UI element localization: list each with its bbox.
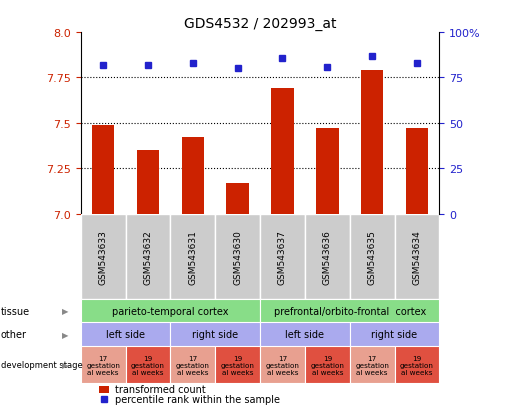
Text: GSM543630: GSM543630 [233, 229, 242, 284]
Text: 17
gestation
al weeks: 17 gestation al weeks [266, 355, 299, 375]
Text: prefrontal/orbito-frontal  cortex: prefrontal/orbito-frontal cortex [274, 306, 426, 316]
Bar [215, 347, 260, 383]
Bar [260, 214, 305, 299]
Bar [305, 214, 350, 299]
Text: GSM543631: GSM543631 [188, 229, 197, 284]
Bar [316, 129, 338, 214]
Text: 19
gestation
al weeks: 19 gestation al weeks [400, 355, 434, 375]
Text: development stage: development stage [1, 361, 82, 369]
Bar [394, 347, 439, 383]
Bar [361, 71, 383, 214]
Text: right side: right side [192, 330, 238, 339]
Text: 17
gestation
al weeks: 17 gestation al weeks [86, 355, 120, 375]
Title: GDS4532 / 202993_at: GDS4532 / 202993_at [184, 17, 336, 31]
Bar [394, 214, 439, 299]
Text: other: other [1, 330, 26, 339]
Bar [350, 323, 439, 347]
Text: ▶: ▶ [62, 361, 68, 369]
Text: 19
gestation
al weeks: 19 gestation al weeks [131, 355, 165, 375]
Text: 19
gestation
al weeks: 19 gestation al weeks [311, 355, 344, 375]
Bar [171, 214, 215, 299]
Text: parieto-temporal cortex: parieto-temporal cortex [112, 306, 229, 316]
Text: 17
gestation
al weeks: 17 gestation al weeks [176, 355, 210, 375]
Text: right side: right side [372, 330, 418, 339]
Bar [171, 323, 260, 347]
Text: ▶: ▶ [62, 306, 68, 315]
Bar [305, 347, 350, 383]
Bar [182, 138, 204, 214]
Bar [226, 183, 249, 214]
Bar [126, 347, 171, 383]
Text: left side: left side [106, 330, 145, 339]
Text: 17
gestation
al weeks: 17 gestation al weeks [355, 355, 389, 375]
Bar [171, 347, 215, 383]
Text: left side: left side [285, 330, 324, 339]
Bar [81, 214, 126, 299]
Bar [350, 347, 394, 383]
Bar [81, 299, 260, 323]
Text: GSM543635: GSM543635 [368, 229, 377, 284]
Text: percentile rank within the sample: percentile rank within the sample [115, 394, 280, 404]
Text: tissue: tissue [1, 306, 30, 316]
Text: GSM543637: GSM543637 [278, 229, 287, 284]
Bar [126, 214, 171, 299]
Bar [81, 323, 171, 347]
Bar [350, 214, 394, 299]
Bar [260, 323, 349, 347]
Bar [260, 347, 305, 383]
Text: ▶: ▶ [62, 330, 68, 339]
Bar [137, 151, 159, 214]
Text: GSM543634: GSM543634 [413, 229, 422, 284]
Bar [271, 89, 294, 214]
Text: GSM543632: GSM543632 [143, 229, 153, 284]
Bar [81, 347, 126, 383]
Bar [92, 126, 115, 214]
Text: GSM543633: GSM543633 [98, 229, 108, 284]
Bar [215, 214, 260, 299]
Text: GSM543636: GSM543636 [323, 229, 332, 284]
Text: transformed count: transformed count [115, 384, 206, 394]
Bar [406, 129, 428, 214]
Text: 19
gestation
al weeks: 19 gestation al weeks [221, 355, 255, 375]
Bar [260, 299, 439, 323]
Bar [98, 386, 110, 393]
